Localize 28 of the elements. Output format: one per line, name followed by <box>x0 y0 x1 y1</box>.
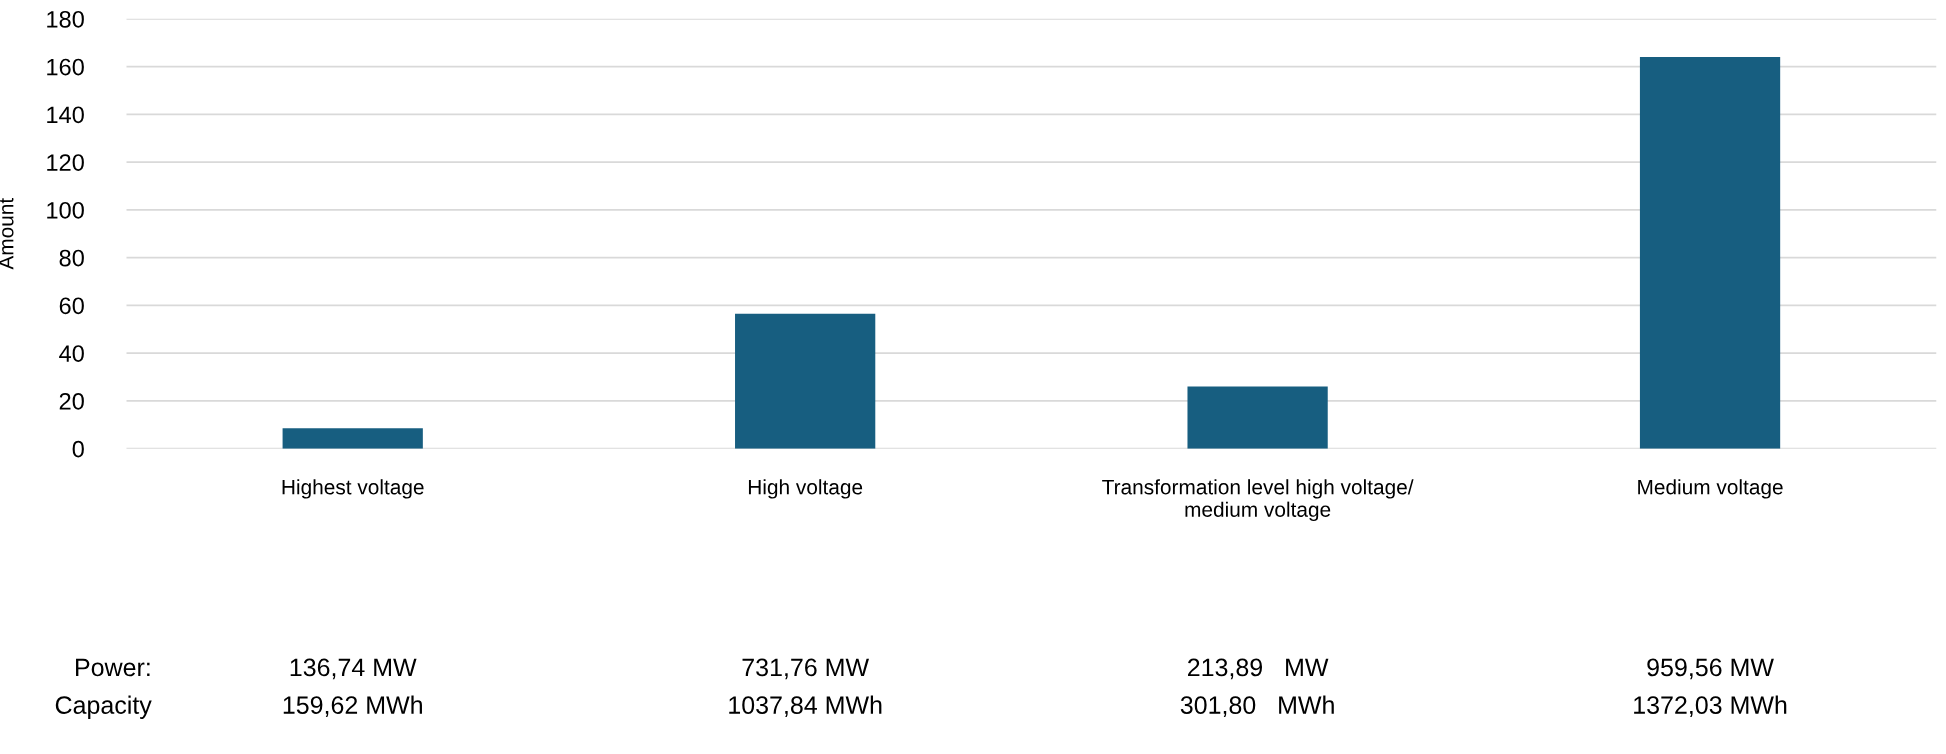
y-tick-label: 80 <box>59 249 84 267</box>
text: Power: <box>76 658 150 677</box>
bar <box>1187 386 1328 449</box>
y-tick-label: 20 <box>59 392 84 410</box>
y-tick-label: 140 <box>47 106 84 124</box>
bar <box>1639 57 1781 449</box>
x-tick-label: Medium voltage <box>1638 479 1783 499</box>
bar <box>735 313 876 449</box>
y-tick-label: 60 <box>59 297 84 315</box>
text: 136,74 MW <box>290 658 417 680</box>
text: 301,80 MWh <box>1180 695 1334 717</box>
text: 731,76 MW <box>742 658 869 680</box>
text: 959,56 MW <box>1647 658 1774 680</box>
text: 159,62 MWh <box>283 695 422 717</box>
x-tick-label: High voltage <box>748 479 863 499</box>
text: Capacity <box>55 695 152 719</box>
y-tick-label: 160 <box>47 58 84 76</box>
x-tick-label: Highest voltage <box>282 479 424 499</box>
y-tick-label: 100 <box>47 201 84 219</box>
y-tick-label: 40 <box>59 345 84 362</box>
text: 213,89 MW <box>1188 658 1329 680</box>
bar <box>282 428 423 449</box>
y-tick-label: 0 <box>72 440 84 458</box>
x-tick-label: Transformation level high voltage/ medium voltage <box>1102 479 1414 522</box>
text: 1372,03 MWh <box>1634 695 1787 717</box>
y-tick-label: 180 <box>47 10 84 28</box>
y-tick-label: 120 <box>47 154 84 171</box>
text: 1037,84 MWh <box>729 695 882 717</box>
